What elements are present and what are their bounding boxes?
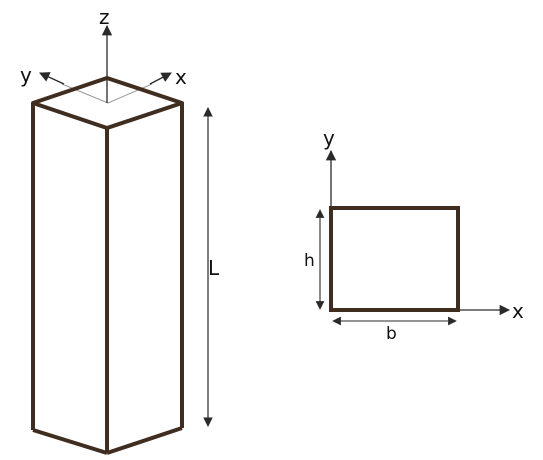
y-axis-label-3d: y	[20, 63, 32, 87]
width-label: b	[386, 324, 397, 344]
beam-bottom-right-edge	[106, 426, 183, 455]
x-axis-arrow	[149, 72, 172, 85]
beam-bottom-left-edge	[32, 428, 108, 455]
top-face-axis-y-hidden	[61, 83, 109, 104]
section-x-axis-label: x	[512, 299, 524, 323]
cross-section: y x h b	[304, 126, 524, 344]
y-axis-arrow	[39, 72, 65, 85]
x-axis-label-3d: x	[175, 65, 187, 89]
section-rectangle	[329, 206, 460, 312]
length-label: L	[208, 256, 220, 280]
section-y-axis-label: y	[323, 126, 335, 150]
height-label: h	[304, 251, 315, 271]
z-axis-label: z	[99, 5, 110, 29]
beam-3d: z y x L	[20, 5, 220, 455]
top-face-axis-x-hidden	[107, 83, 153, 104]
